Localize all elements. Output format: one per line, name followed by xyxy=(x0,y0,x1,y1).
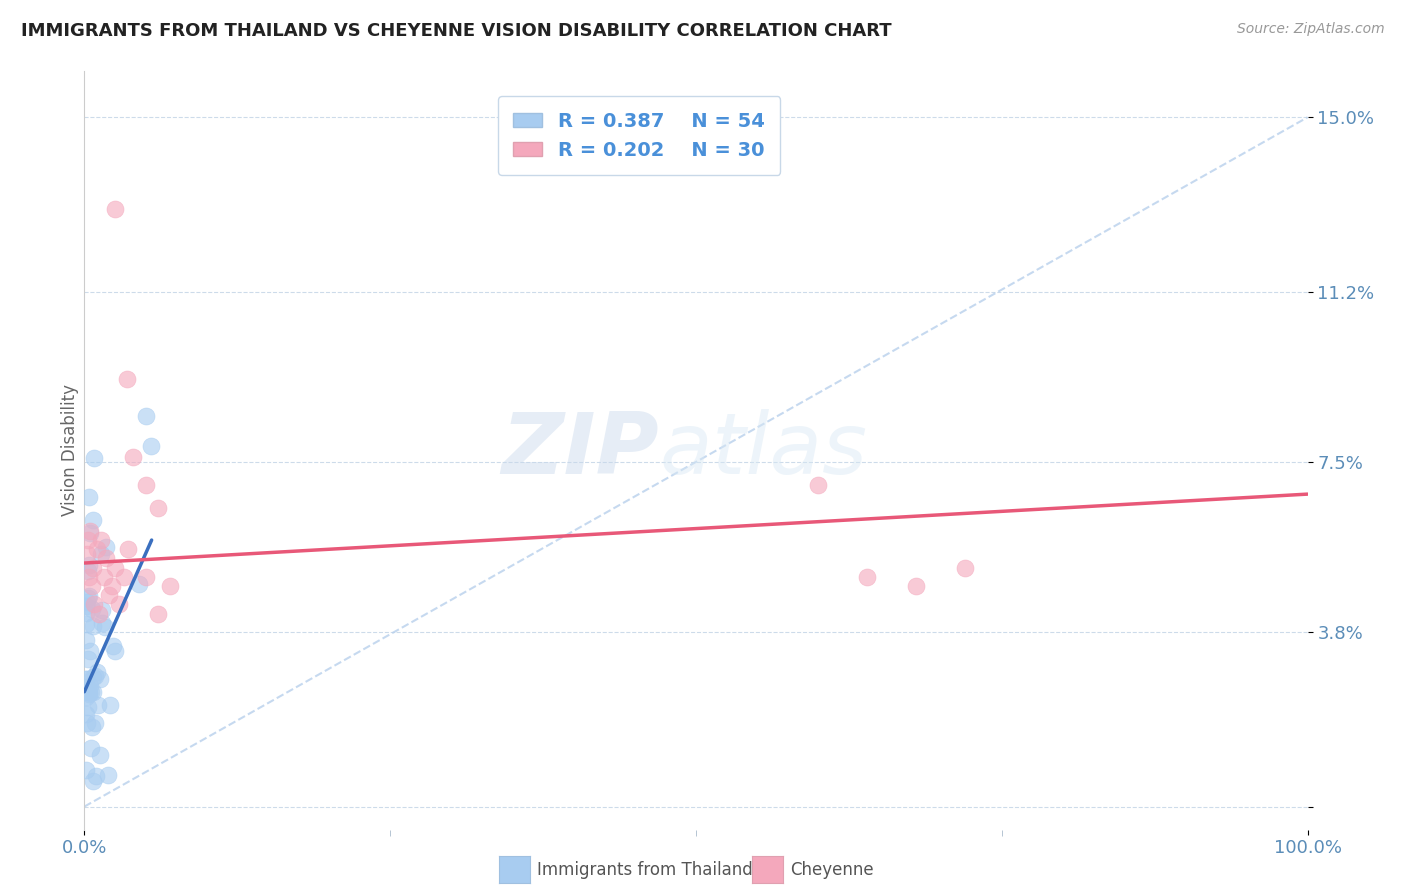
Point xyxy=(75,690,97,704)
Point xyxy=(79,643,101,657)
Point xyxy=(75,763,97,777)
Point xyxy=(76,547,98,561)
Point xyxy=(101,579,124,593)
Point xyxy=(90,547,112,561)
Point xyxy=(807,478,830,492)
Point xyxy=(79,685,101,699)
Point xyxy=(80,740,103,755)
Point xyxy=(76,716,98,731)
Point xyxy=(80,684,103,698)
Point xyxy=(146,500,169,515)
Point xyxy=(75,707,97,722)
Point xyxy=(101,639,124,653)
Point xyxy=(98,698,121,713)
Point xyxy=(139,439,162,453)
Point xyxy=(77,687,100,701)
Point xyxy=(77,558,100,572)
Text: Immigrants from Thailand: Immigrants from Thailand xyxy=(537,861,752,879)
Point xyxy=(93,570,115,584)
Point xyxy=(77,590,100,604)
Legend: R = 0.387    N = 54, R = 0.202    N = 30: R = 0.387 N = 54, R = 0.202 N = 30 xyxy=(498,96,780,175)
Point xyxy=(90,533,112,547)
Point xyxy=(75,617,97,632)
Point xyxy=(77,533,100,547)
Point xyxy=(77,700,100,714)
Point xyxy=(117,542,139,557)
Point xyxy=(86,665,108,679)
Point xyxy=(75,672,97,686)
Point xyxy=(82,773,104,788)
Point xyxy=(146,607,169,621)
Point xyxy=(128,577,150,591)
Point xyxy=(82,618,104,632)
Point xyxy=(82,560,104,574)
Point xyxy=(905,579,928,593)
Point xyxy=(135,570,157,584)
Point xyxy=(82,684,104,698)
Text: Source: ZipAtlas.com: Source: ZipAtlas.com xyxy=(1237,22,1385,37)
Point xyxy=(76,595,98,609)
Point xyxy=(122,450,145,465)
Point xyxy=(104,202,127,217)
Point xyxy=(135,478,157,492)
Point xyxy=(97,768,120,782)
Point xyxy=(159,579,181,593)
Point xyxy=(87,698,110,712)
Point xyxy=(115,372,138,386)
Y-axis label: Vision Disability: Vision Disability xyxy=(62,384,80,516)
Text: Cheyenne: Cheyenne xyxy=(790,861,873,879)
Text: atlas: atlas xyxy=(659,409,868,492)
Point xyxy=(77,565,100,579)
Text: ZIP: ZIP xyxy=(502,409,659,492)
Point xyxy=(104,644,127,658)
Point xyxy=(83,598,105,612)
Point xyxy=(80,602,103,616)
Point xyxy=(104,560,127,574)
Point xyxy=(134,409,156,423)
Point xyxy=(89,672,111,686)
Point xyxy=(856,570,879,584)
Point xyxy=(86,542,108,557)
Point xyxy=(96,551,118,566)
Point xyxy=(79,524,101,538)
Point xyxy=(79,525,101,540)
Point xyxy=(75,632,97,647)
Point xyxy=(90,615,112,630)
Point xyxy=(77,490,100,504)
Point xyxy=(112,570,135,584)
Point xyxy=(75,684,97,698)
Point xyxy=(94,620,117,634)
Point xyxy=(75,599,97,613)
Point xyxy=(75,606,97,620)
Point xyxy=(77,591,100,605)
Point xyxy=(86,769,108,783)
Point xyxy=(82,670,104,684)
Point xyxy=(82,719,104,733)
Text: IMMIGRANTS FROM THAILAND VS CHEYENNE VISION DISABILITY CORRELATION CHART: IMMIGRANTS FROM THAILAND VS CHEYENNE VIS… xyxy=(21,22,891,40)
Point xyxy=(953,560,976,574)
Point xyxy=(80,579,103,593)
Point xyxy=(84,669,107,683)
Point xyxy=(77,570,100,584)
Point xyxy=(107,598,129,612)
Point xyxy=(83,450,105,465)
Point xyxy=(75,672,97,686)
Point xyxy=(82,512,104,526)
Point xyxy=(79,679,101,693)
Point xyxy=(96,540,118,554)
Point xyxy=(76,684,98,698)
Point xyxy=(84,716,107,731)
Point xyxy=(77,652,100,666)
Point xyxy=(97,588,120,602)
Point xyxy=(90,603,112,617)
Point xyxy=(87,607,110,621)
Point xyxy=(89,748,111,763)
